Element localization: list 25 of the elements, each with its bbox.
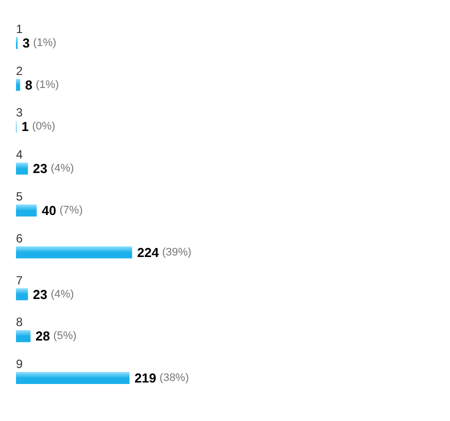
y-tick-label: 8 — [16, 315, 23, 330]
data-label: 40 (7%) — [42, 203, 83, 218]
y-tick-label: 9 — [16, 357, 23, 372]
bar — [16, 162, 28, 175]
data-label: 28 (5%) — [36, 328, 77, 344]
bar — [16, 78, 20, 91]
data-label: 23 (4%) — [32, 286, 74, 302]
data-label: 219 (38%) — [134, 370, 189, 386]
bar — [16, 204, 37, 216]
y-tick-label: 2 — [16, 64, 23, 78]
y-tick-label: 3 — [16, 106, 23, 120]
y-tick-label: 6 — [16, 231, 23, 246]
bar — [16, 246, 132, 258]
y-tick-label: 4 — [16, 148, 23, 162]
data-label: 224 (39%) — [137, 244, 192, 260]
data-label: 23 (4%) — [32, 161, 74, 176]
bar — [16, 330, 31, 342]
data-label: 8 (1%) — [25, 77, 59, 92]
y-tick-label: 7 — [16, 273, 23, 288]
y-tick-label: 5 — [16, 190, 23, 204]
bar — [16, 372, 130, 384]
data-label: 3 (1%) — [22, 35, 56, 50]
data-label: 1 (0%) — [22, 119, 56, 134]
bar — [16, 288, 28, 300]
y-tick-label: 1 — [16, 22, 23, 36]
